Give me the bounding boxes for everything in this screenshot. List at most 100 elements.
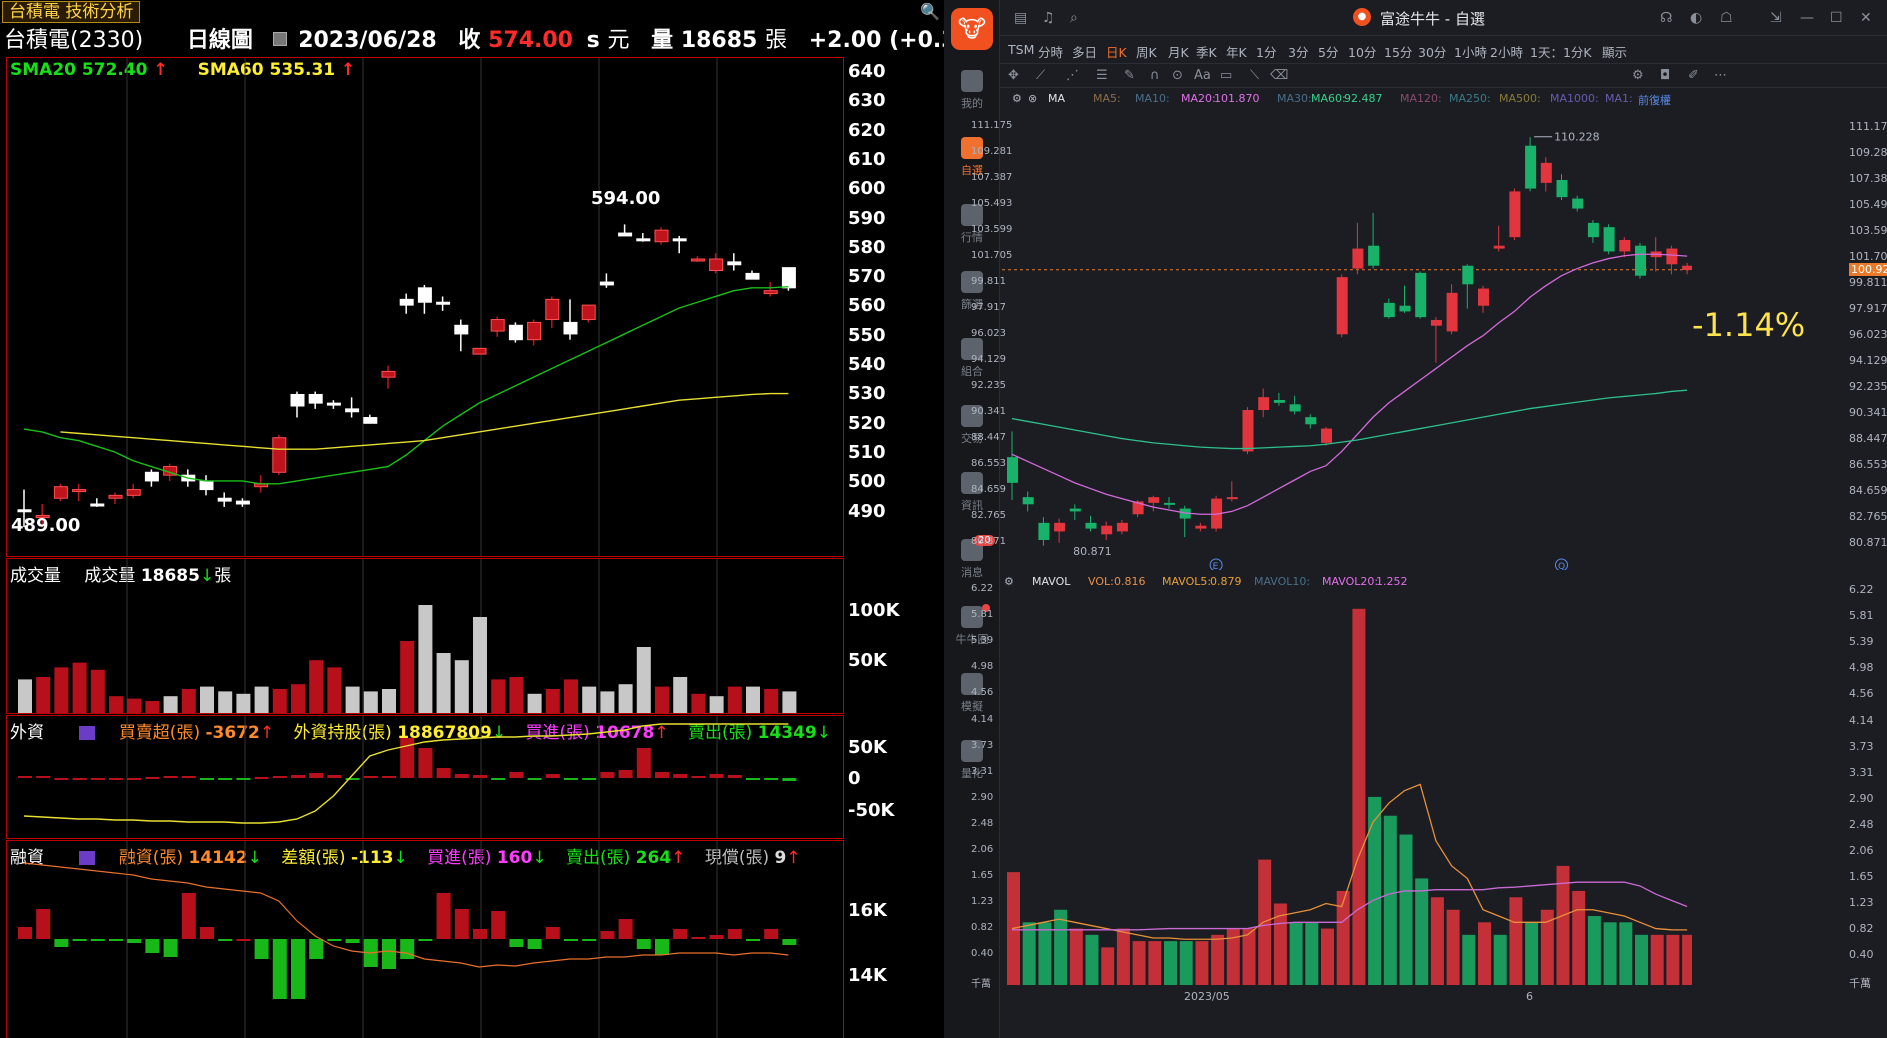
menu-icon[interactable]: ▤ xyxy=(1014,10,1028,26)
foreign-bar xyxy=(345,778,360,780)
tab-1[interactable]: 分時 xyxy=(1038,45,1064,60)
tab-6[interactable]: 季K xyxy=(1196,45,1217,60)
fib-tool-icon[interactable]: ☰ xyxy=(1096,68,1108,83)
tab-10[interactable]: 5分 xyxy=(1318,45,1339,60)
kline-chart[interactable]: 110.228 80.871 E Q xyxy=(1002,110,1692,570)
vol-axis-50k: 50K xyxy=(848,650,887,671)
tab-14[interactable]: 1小時 xyxy=(1454,45,1487,60)
tab-17[interactable]: 顯示 xyxy=(1602,45,1628,60)
vol-axis-100k: 100K xyxy=(848,600,900,621)
tab-7[interactable]: 年K xyxy=(1226,45,1247,60)
text-tool-icon[interactable]: Aa xyxy=(1194,68,1211,83)
candle-body xyxy=(272,437,287,473)
ruler-icon[interactable]: ⟍ xyxy=(1250,68,1260,83)
line-tool-icon[interactable]: ⟋ xyxy=(1036,68,1046,83)
kline-price-tick-left: 96.023 xyxy=(971,328,1006,339)
sidebar-item-filter[interactable]: 篩選 xyxy=(944,271,1000,312)
sidebar-item-message[interactable]: 消息 20 xyxy=(944,535,1000,580)
kline-body xyxy=(1116,522,1128,532)
multi-line-tool-icon[interactable]: ⋰ xyxy=(1066,68,1079,83)
tab-11[interactable]: 10分 xyxy=(1348,45,1377,60)
volume-panel-value: 18685 xyxy=(140,566,200,586)
margin-bar xyxy=(163,939,178,957)
close-icon[interactable]: ✕ xyxy=(1860,10,1872,26)
margin-bar xyxy=(727,929,742,939)
magnet-icon[interactable]: ∩ xyxy=(1150,68,1160,83)
foreign-axis-0: 0 xyxy=(848,768,861,789)
tab-8[interactable]: 1分 xyxy=(1256,45,1277,60)
settings-icon[interactable]: ⚙ xyxy=(1632,68,1644,83)
sidebar-item-code[interactable]: 量化 xyxy=(944,740,1000,781)
margin-list-icon[interactable] xyxy=(79,851,96,865)
tab-15[interactable]: 2小時 xyxy=(1490,45,1523,60)
sidebar-item-user[interactable]: 我的 xyxy=(944,70,1000,111)
adjust-button[interactable]: 前復權 xyxy=(1638,94,1671,107)
mavol-bar xyxy=(1619,922,1633,985)
sidebar-item-chart[interactable]: 自選 xyxy=(944,137,1000,178)
crosshair-icon[interactable]: ✥ xyxy=(1008,68,1019,83)
camera-icon[interactable]: ◘ xyxy=(1660,68,1671,83)
foreign-bar xyxy=(727,775,742,778)
kline-price-tick: 99.811 xyxy=(1849,276,1887,289)
pie-icon xyxy=(961,338,983,360)
margin-repay-value: 9 xyxy=(774,848,787,868)
foreign-bar xyxy=(618,770,633,778)
shrink-icon[interactable]: ⇲ xyxy=(1770,10,1782,26)
kline-body xyxy=(1525,145,1537,189)
foreign-bar xyxy=(363,776,378,778)
margin-buy-label: 買進(張) xyxy=(427,848,492,868)
bell-icon[interactable]: ♫ xyxy=(1042,10,1055,26)
tab-9[interactable]: 3分 xyxy=(1288,45,1309,60)
ma-settings-icon[interactable]: ⚙ xyxy=(1012,92,1022,105)
headset-icon[interactable]: ☊ xyxy=(1660,10,1673,26)
maximize-icon[interactable]: ☐ xyxy=(1830,10,1843,26)
mavol10-label: MAVOL10: xyxy=(1254,575,1311,588)
app-logo-icon[interactable]: 🐮 xyxy=(951,8,993,50)
sidebar-item-trend[interactable]: 行情 xyxy=(944,204,1000,245)
mavol-bar xyxy=(1525,922,1539,985)
window-tab[interactable]: 台積電 技術分析 xyxy=(2,1,141,23)
theme-icon[interactable]: ◐ xyxy=(1690,10,1703,26)
volume-bar xyxy=(600,691,615,713)
sidebar-item-news[interactable]: 資訊 xyxy=(944,472,1000,513)
mavol-settings-icon[interactable]: ⚙ xyxy=(1004,575,1014,588)
candle-body xyxy=(490,319,505,332)
margin-axis-16k: 16K xyxy=(848,900,887,921)
tab-3[interactable]: 日K xyxy=(1106,45,1127,60)
layers-icon[interactable]: ⊙ xyxy=(1172,68,1183,83)
tab-16[interactable]: 1天：1分K xyxy=(1530,45,1592,60)
minimize-icon[interactable]: — xyxy=(1800,10,1814,26)
tab-13[interactable]: 30分 xyxy=(1418,45,1447,60)
sidebar-item-community[interactable]: 牛牛圈 xyxy=(944,604,1000,647)
chart-type-dropdown[interactable] xyxy=(272,32,287,46)
margin-bar xyxy=(400,939,415,959)
zoom-icon[interactable]: 🔍 xyxy=(920,2,940,21)
foreign-panel[interactable]: 外資 買賣超(張) -3672↑ 外資持股(張) 18867809↓ 買進(張)… xyxy=(6,715,844,839)
pen-icon[interactable]: ✐ xyxy=(1688,68,1699,83)
shirt-icon[interactable]: ☖ xyxy=(1720,10,1733,26)
mavol-chart[interactable] xyxy=(1002,590,1692,995)
tab-0[interactable]: TSM xyxy=(1008,42,1035,57)
margin-panel[interactable]: 融資 融資(張) 14142↓ 差額(張) -113↓ 買進(張) 160↓ 賣… xyxy=(6,840,844,1038)
tab-5[interactable]: 月K xyxy=(1168,45,1189,60)
more-icon[interactable]: ⋯ xyxy=(1714,68,1727,83)
sidebar-item-pie[interactable]: 組合 xyxy=(944,338,1000,379)
ma-close-icon[interactable]: ⊗ xyxy=(1028,92,1038,105)
sidebar-item-trade[interactable]: 交易 xyxy=(944,405,1000,446)
tab-2[interactable]: 多日 xyxy=(1072,45,1098,60)
kline-body xyxy=(1509,191,1521,238)
kline-price-tick-left: 80.871 xyxy=(971,536,1006,547)
eraser-icon[interactable]: ⌫ xyxy=(1270,68,1289,83)
volume-panel[interactable]: 成交量 成交量 18685↓張 xyxy=(6,558,844,714)
foreign-bar xyxy=(600,772,615,778)
tab-4[interactable]: 周K xyxy=(1136,45,1157,60)
ma-type[interactable]: MA xyxy=(1048,92,1066,105)
foreign-list-icon[interactable] xyxy=(79,726,96,740)
search-icon[interactable]: ⌕ xyxy=(1070,10,1078,26)
comment-icon[interactable]: ▭ xyxy=(1220,68,1233,83)
sidebar-item-sim[interactable]: 模擬 xyxy=(944,673,1000,714)
brush-tool-icon[interactable]: ✎ xyxy=(1124,68,1135,83)
price-panel[interactable]: SMA20 572.40 ↑ SMA60 535.31 ↑ 594.00 489… xyxy=(6,57,844,557)
mavol-type[interactable]: MAVOL xyxy=(1032,575,1071,588)
tab-12[interactable]: 15分 xyxy=(1384,45,1413,60)
